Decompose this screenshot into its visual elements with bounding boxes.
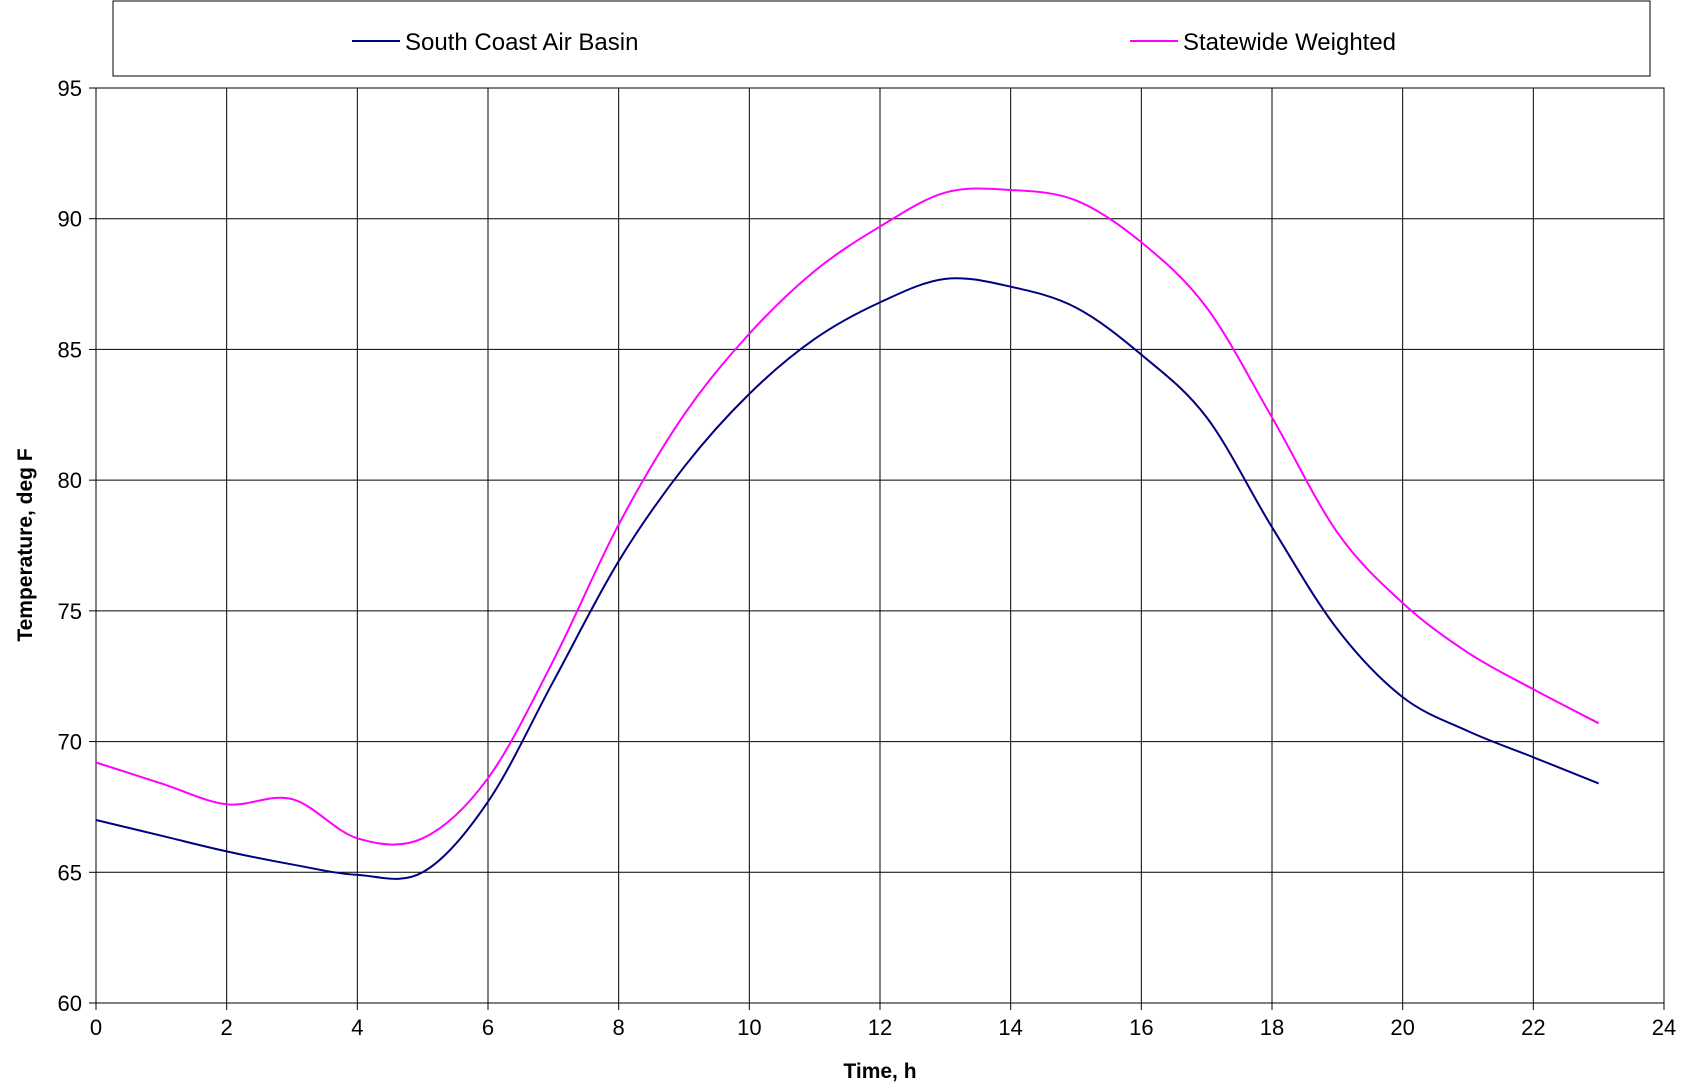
- x-tick-label: 8: [613, 1015, 625, 1040]
- data-series: [95, 187, 1600, 880]
- gridlines: [96, 88, 1664, 1003]
- y-tick-label: 75: [58, 599, 82, 624]
- x-tick-label: 14: [998, 1015, 1022, 1040]
- y-tick-label: 85: [58, 337, 82, 362]
- x-axis: 0 2 4 6 8 10 12 14 16 18 20 22 24: [90, 1003, 1676, 1040]
- legend-label-2: Statewide Weighted: [1183, 29, 1396, 56]
- series-line-2: [95, 187, 1600, 846]
- x-tick-label: 16: [1129, 1015, 1153, 1040]
- y-tick-label: 60: [58, 991, 82, 1016]
- y-tick-label: 65: [58, 860, 82, 885]
- y-tick-label: 80: [58, 468, 82, 493]
- y-tick-label: 70: [58, 730, 82, 755]
- series-line-1: [95, 277, 1600, 880]
- y-axis-title: Temperature, deg F: [14, 448, 37, 641]
- y-tick-label: 90: [58, 207, 82, 232]
- x-tick-label: 20: [1390, 1015, 1414, 1040]
- x-axis-title: Time, h: [843, 1060, 916, 1083]
- x-tick-label: 4: [351, 1015, 363, 1040]
- x-tick-label: 0: [90, 1015, 102, 1040]
- x-tick-label: 2: [221, 1015, 233, 1040]
- x-tick-label: 22: [1521, 1015, 1545, 1040]
- x-tick-label: 12: [868, 1015, 892, 1040]
- legend: South Coast Air Basin Statewide Weighted: [112, 0, 1651, 77]
- y-tick-label: 95: [58, 76, 82, 101]
- x-tick-label: 18: [1260, 1015, 1284, 1040]
- y-axis: 60 65 70 75 80 85 90 95: [58, 76, 96, 1016]
- x-tick-label: 6: [482, 1015, 494, 1040]
- x-tick-label: 24: [1652, 1015, 1676, 1040]
- legend-box: [112, 0, 1651, 77]
- x-tick-label: 10: [737, 1015, 761, 1040]
- legend-label-1: South Coast Air Basin: [405, 29, 638, 56]
- plot-area: [95, 87, 1665, 1004]
